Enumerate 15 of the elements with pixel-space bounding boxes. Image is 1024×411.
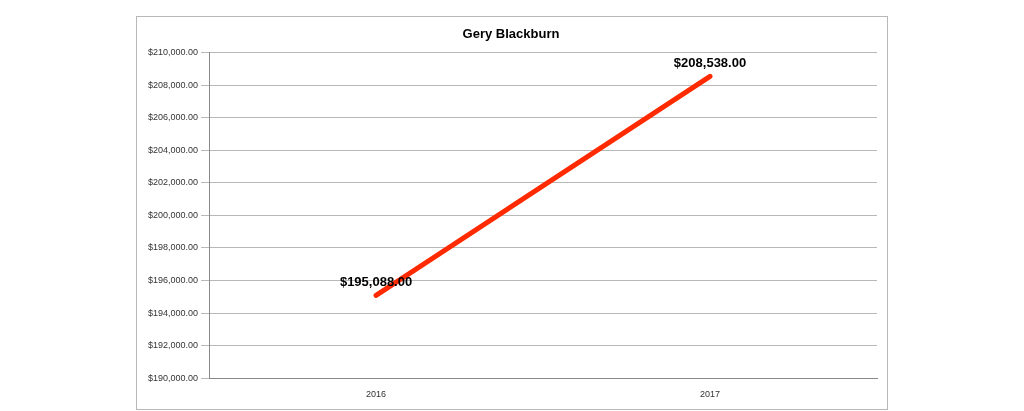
y-tick-label: $200,000.00 bbox=[147, 209, 199, 220]
x-tick-label: 2017 bbox=[700, 389, 721, 400]
y-tick-label: $196,000.00 bbox=[147, 275, 199, 285]
y-tick-label: $194,000.00 bbox=[147, 307, 199, 318]
y-tick-label: $202,000.00 bbox=[147, 177, 199, 188]
y-tick-label: $204,000.00 bbox=[147, 144, 199, 155]
data-label: $208,538.00 bbox=[673, 55, 747, 71]
y-tick-label: $198,000.00 bbox=[147, 242, 199, 253]
y-tick-label: $190,000.00 bbox=[147, 372, 199, 383]
y-tick-label: $206,000.00 bbox=[147, 112, 199, 123]
y-tick-label: $210,000.00 bbox=[147, 47, 199, 58]
x-tick-label: 2016 bbox=[366, 389, 387, 400]
y-tick-label: $208,000.00 bbox=[147, 79, 199, 90]
chart-title: Gery Blackburn bbox=[462, 26, 560, 42]
y-tick-label: $192,000.00 bbox=[147, 340, 199, 351]
